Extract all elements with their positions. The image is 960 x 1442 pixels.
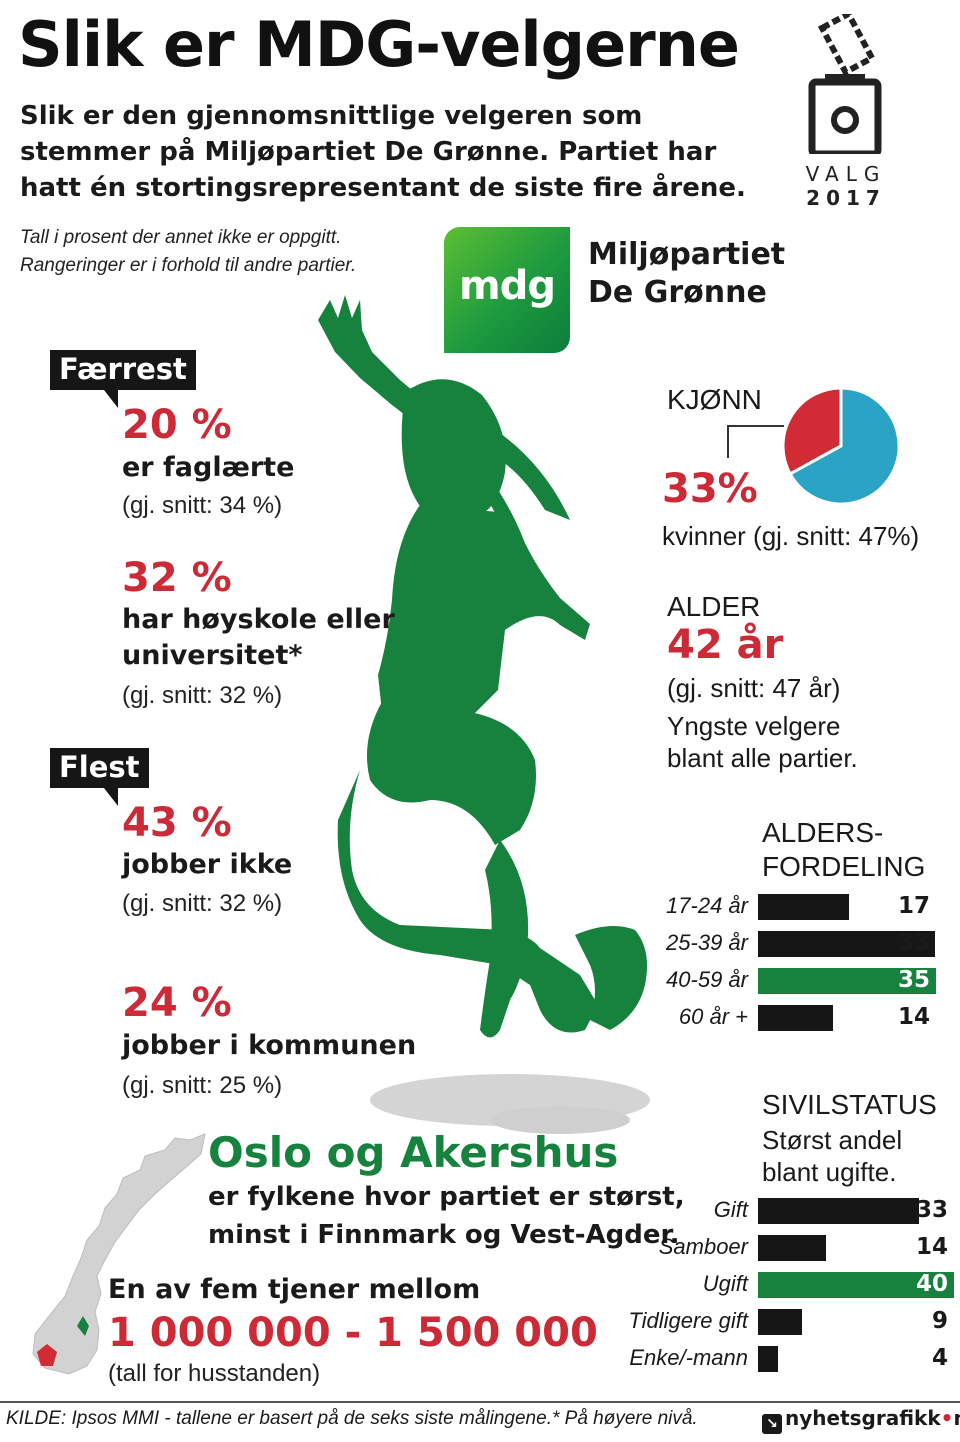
- age-note: Yngste velgere blant alle partier.: [667, 710, 858, 774]
- age-distribution-title-line: FORDELING: [762, 851, 926, 882]
- stat-average: (gj. snitt: 34 %): [122, 492, 283, 519]
- tag-pointer: [104, 788, 118, 806]
- tag-pointer: [104, 390, 118, 408]
- marital-subtitle-line: blant ugifte.: [762, 1157, 897, 1187]
- intro-line: stemmer på Miljøpartiet De Grønne. Parti…: [20, 137, 717, 167]
- bar-value-label: 14: [897, 1004, 930, 1030]
- norway-map-icon: [32, 1133, 206, 1375]
- bar-value-label: 9: [931, 1308, 948, 1334]
- mdg-logo: mdg: [444, 227, 570, 353]
- logo-text: mdg: [459, 263, 556, 309]
- marital-subtitle-line: Størst andel: [762, 1125, 903, 1155]
- bar-value-label: 14: [915, 1234, 948, 1260]
- pie-slice-menn: [788, 386, 901, 506]
- note-line: Rangeringer er i forhold til andre parti…: [20, 255, 357, 276]
- bar: [758, 1235, 826, 1261]
- bar: [758, 1005, 833, 1031]
- stat-value: 43 %: [122, 800, 232, 846]
- gender-pie-chart: [781, 386, 901, 506]
- valg-year: 2017: [806, 186, 886, 210]
- stat-value: 32 %: [122, 555, 232, 601]
- valg-badge: VALG 2017: [800, 9, 892, 210]
- age-average: (gj. snitt: 47 år): [667, 673, 841, 703]
- bar-value-label: 4: [931, 1345, 948, 1371]
- stat-label: har høyskole eller universitet*: [122, 602, 395, 674]
- bar-category-label: Enke/-mann: [629, 1345, 748, 1370]
- age-distribution-title: ALDERS- FORDELING: [762, 816, 925, 884]
- fewest-tag-label: Færrest: [50, 350, 196, 390]
- bar-category-label: 25-39 år: [666, 930, 748, 955]
- intro-line: hatt én stortingsrepresentant de siste f…: [20, 173, 746, 203]
- brand: ↘nyhetsgrafikk•no: [762, 1406, 960, 1434]
- page-title: Slik er MDG-velgerne: [18, 8, 740, 81]
- gender-connector: [727, 425, 784, 458]
- gender-title: KJØNN: [667, 384, 762, 415]
- age-value: 42 år: [667, 622, 784, 668]
- income-range: 1 000 000 - 1 500 000: [108, 1310, 598, 1356]
- bar: [758, 1198, 919, 1224]
- age-note-line: blant alle partier.: [667, 743, 858, 773]
- stat-label: er faglærte: [122, 452, 295, 483]
- bar: [758, 931, 935, 957]
- fewest-tag: Færrest: [50, 350, 196, 408]
- stat-label-line: universitet*: [122, 640, 303, 671]
- stat-label-line: har høyskole eller: [122, 604, 395, 635]
- marital-subtitle: Størst andel blant ugifte.: [762, 1124, 902, 1188]
- stat-average: (gj. snitt: 32 %): [122, 890, 283, 917]
- party-name-line: Miljøpartiet: [588, 237, 786, 272]
- bar-value-label: 40: [915, 1271, 948, 1297]
- bar-value-label: 33: [915, 1197, 948, 1223]
- intro-text: Slik er den gjennomsnittlige velgeren so…: [20, 98, 760, 206]
- age-distribution-title-line: ALDERS-: [762, 817, 884, 848]
- intro-line: Slik er den gjennomsnittlige velgeren so…: [20, 101, 643, 131]
- bar-highlight: [758, 1272, 954, 1298]
- bar-category-label: Ugift: [702, 1271, 748, 1296]
- stat-label: jobber ikke: [122, 849, 293, 880]
- method-note: Tall i prosent der annet ikke er oppgitt…: [20, 224, 440, 280]
- age-note-line: Yngste velgere: [667, 711, 841, 741]
- bar: [758, 1309, 802, 1335]
- most-tag-label: Flest: [50, 748, 149, 788]
- bar-category-label: Tidligere gift: [628, 1308, 748, 1333]
- age-title: ALDER: [667, 591, 761, 622]
- stat-label: jobber i kommunen: [122, 1030, 417, 1061]
- valg-label: VALG: [805, 162, 887, 186]
- party-name: Miljøpartiet De Grønne: [588, 236, 785, 312]
- ballot-box-icon: [808, 9, 882, 158]
- bar-category-label: 60 år +: [678, 1004, 748, 1029]
- party-name-line: De Grønne: [588, 275, 767, 310]
- bar-category-label: Samboer: [658, 1234, 748, 1259]
- region-title: Oslo og Akershus: [208, 1128, 619, 1177]
- marital-title: SIVILSTATUS: [762, 1089, 937, 1120]
- region-text-line: er fylkene hvor partiet er størst,: [208, 1182, 685, 1212]
- bar-category-label: 40-59 år: [666, 967, 748, 992]
- gender-value: 33%: [662, 466, 758, 512]
- region-text-line: minst i Finnmark og Vest-Agder.: [208, 1220, 680, 1250]
- brand-name: nyhetsgrafikk: [785, 1406, 941, 1430]
- source-text: KILDE: Ipsos MMI - tallene er basert på …: [6, 1408, 698, 1429]
- most-tag: Flest: [50, 748, 149, 806]
- bar-category-label: Gift: [713, 1197, 748, 1222]
- bar-highlight: [758, 968, 936, 994]
- stat-value: 20 %: [122, 402, 232, 448]
- brand-dot: •: [940, 1406, 954, 1430]
- bar-value-label: 17: [897, 893, 930, 919]
- income-lead: En av fem tjener mellom: [108, 1274, 481, 1305]
- bar-value-label: 35: [897, 967, 930, 993]
- income-note: (tall for husstanden): [108, 1360, 321, 1387]
- stat-average: (gj. snitt: 32 %): [122, 682, 283, 709]
- bar-category-label: 17-24 år: [666, 893, 748, 918]
- note-line: Tall i prosent der annet ikke er oppgitt…: [20, 227, 342, 248]
- region-text: er fylkene hvor partiet er størst, minst…: [208, 1178, 685, 1254]
- brand-logo-icon: ↘: [762, 1414, 782, 1434]
- stat-average: (gj. snitt: 25 %): [122, 1072, 283, 1099]
- brand-tld: no: [953, 1406, 960, 1430]
- stat-value: 24 %: [122, 980, 232, 1026]
- bar: [758, 894, 849, 920]
- bar-value-label: 33: [897, 930, 930, 956]
- footer-divider: [0, 1401, 960, 1403]
- gender-label: kvinner (gj. snitt: 47%): [662, 521, 920, 551]
- bar: [758, 1346, 778, 1372]
